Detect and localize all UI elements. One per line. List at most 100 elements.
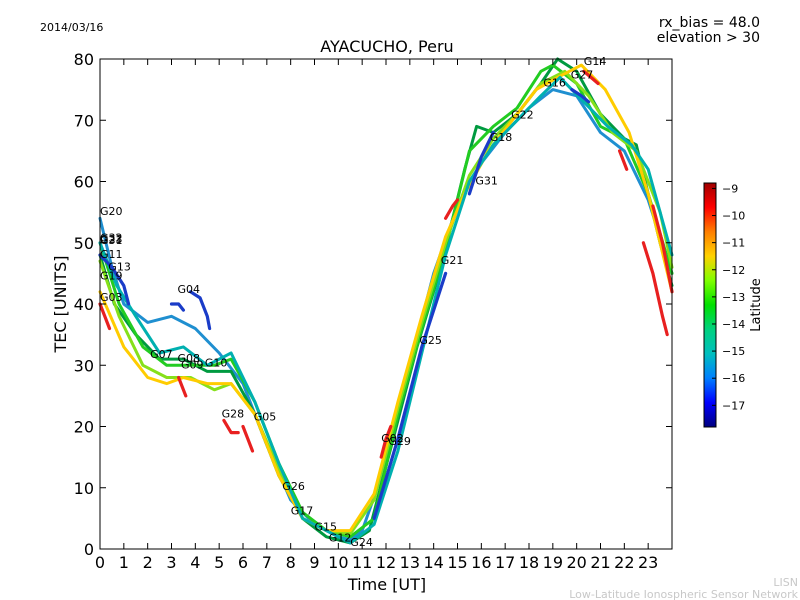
sat-label-G28: G28 <box>222 407 245 420</box>
sat-label-G18: G18 <box>490 131 513 144</box>
series-S19 <box>241 424 255 453</box>
x-tick-label: 2 <box>143 553 153 572</box>
sat-label-G26: G26 <box>282 480 305 493</box>
y-tick-label: 0 <box>84 540 94 559</box>
series-S21 <box>618 149 629 171</box>
y-tick-label: 40 <box>74 295 94 314</box>
y-tick-label: 60 <box>74 173 94 192</box>
series-S8 <box>169 302 185 312</box>
y-tick-label: 10 <box>74 479 94 498</box>
series-S13 <box>98 302 112 331</box>
y-tick-label: 50 <box>74 234 94 253</box>
x-tick-label: 9 <box>309 553 319 572</box>
colorbar-tick-label: −16 <box>722 372 745 385</box>
sat-label-G03: G03 <box>100 291 123 304</box>
sat-label-G27: G27 <box>571 69 594 82</box>
sat-label-G02: G02 <box>381 432 404 445</box>
x-axis-label: Time [UT] <box>347 575 426 594</box>
x-tick-label: 11 <box>352 553 372 572</box>
y-tick-label: 20 <box>74 418 94 437</box>
series-S5 <box>98 63 674 533</box>
colorbar-tick-label: −15 <box>722 345 745 358</box>
rx-bias-label: rx_bias = 48.0 <box>659 15 760 31</box>
colorbar-label: Latitude <box>749 278 764 332</box>
chart-title: AYACUCHO, Peru <box>320 37 453 56</box>
colorbar-tick-label: −13 <box>722 291 745 304</box>
x-tick-label: 6 <box>238 553 248 572</box>
x-tick-label: 7 <box>262 553 272 572</box>
series-S10 <box>372 271 448 520</box>
series-S16 <box>641 241 669 337</box>
sat-label-G29: G29 <box>388 435 411 448</box>
sat-label-G05: G05 <box>254 410 277 423</box>
sat-label-G16: G16 <box>543 77 566 90</box>
x-tick-label: 15 <box>447 553 467 572</box>
y-tick-label: 80 <box>74 50 94 69</box>
series-S20 <box>582 69 600 86</box>
sat-label-G08: G08 <box>178 352 201 365</box>
sat-label-G04: G04 <box>178 283 201 296</box>
y-axis-label: TEC [UNITS] <box>51 256 70 354</box>
sat-label-G12: G12 <box>329 532 352 545</box>
sat-label-G07: G07 <box>150 348 173 361</box>
sat-label-G31: G31 <box>475 175 498 188</box>
series-S17 <box>379 424 393 459</box>
x-tick-label: 3 <box>166 553 176 572</box>
sat-label-G32: G32 <box>100 232 123 245</box>
sat-label-G09: G09 <box>181 358 204 371</box>
sat-label-G19: G19 <box>100 270 123 283</box>
date-label: 2014/03/16 <box>40 21 103 34</box>
series-S22 <box>177 375 188 398</box>
x-tick-label: 19 <box>543 553 563 572</box>
series-S18 <box>222 418 240 435</box>
colorbar-tick-label: −10 <box>722 210 745 223</box>
series-S6 <box>98 75 674 545</box>
x-tick-label: 0 <box>95 553 105 572</box>
series-S12 <box>570 88 591 104</box>
elevation-label: elevation > 30 <box>657 30 760 46</box>
x-tick-label: 23 <box>638 553 658 572</box>
sat-label-G15: G15 <box>315 521 338 534</box>
watermark-short: LISN <box>773 576 798 589</box>
series-S11 <box>467 130 495 196</box>
colorbar <box>703 182 717 428</box>
sat-label-G22: G22 <box>511 108 534 121</box>
x-tick-label: 12 <box>376 553 396 572</box>
x-tick-label: 20 <box>566 553 586 572</box>
sat-label-G17: G17 <box>291 505 314 518</box>
series-S7 <box>98 253 131 306</box>
x-tick-label: 5 <box>214 553 224 572</box>
axis-ticks: 0 1 2 3 4 5 6 7 8 9 10 11 12 13 14 15 16 17 18 19 20 21 22 2301… <box>74 50 672 572</box>
sat-label-G24: G24 <box>350 536 373 549</box>
x-tick-label: 14 <box>423 553 443 572</box>
series-S15 <box>651 204 674 294</box>
sat-label-G21: G21 <box>441 254 464 267</box>
sat-label-G20: G20 <box>100 205 123 218</box>
x-tick-label: 21 <box>590 553 610 572</box>
series-S9 <box>189 290 212 331</box>
colorbar-ticks: −9 −10 −11 −12 −13 −14 −15 −16 −17 <box>712 182 745 412</box>
series-S14 <box>444 198 460 220</box>
x-tick-label: 13 <box>400 553 420 572</box>
x-tick-label: 10 <box>328 553 348 572</box>
x-tick-label: 4 <box>190 553 200 572</box>
x-tick-label: 18 <box>519 553 539 572</box>
x-tick-label: 16 <box>471 553 491 572</box>
plot-frame <box>99 58 673 550</box>
colorbar-tick-label: −12 <box>722 264 745 277</box>
x-tick-label: 1 <box>119 553 129 572</box>
sat-label-G31: G31 <box>100 234 123 247</box>
colorbar-tick-label: −14 <box>722 318 745 331</box>
colorbar-tick-label: −9 <box>722 182 738 195</box>
sat-label-G25: G25 <box>419 334 442 347</box>
colorbar-tick-label: −17 <box>722 399 745 412</box>
sat-label-G13: G13 <box>108 260 131 273</box>
sat-label-G10: G10 <box>205 357 228 370</box>
x-tick-label: 8 <box>286 553 296 572</box>
series-layer <box>98 57 674 545</box>
series-S3 <box>98 63 674 539</box>
series-S1 <box>98 88 674 542</box>
x-tick-label: 22 <box>614 553 634 572</box>
